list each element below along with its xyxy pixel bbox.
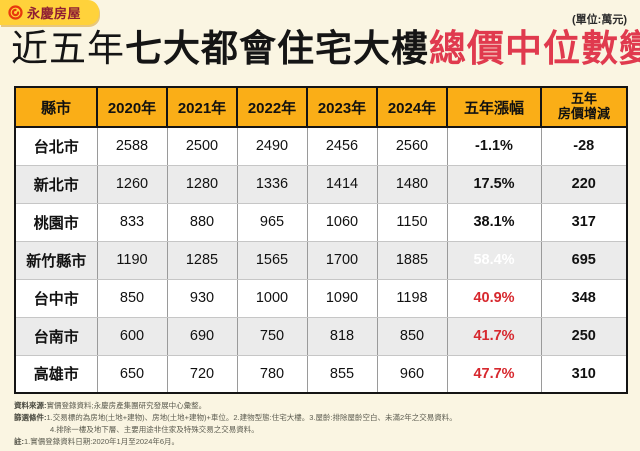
value-cell: 1000 — [236, 278, 308, 318]
change-cell: 220 — [540, 164, 628, 204]
header-2024: 2024年 — [376, 86, 448, 128]
change-cell: 348 — [540, 278, 628, 318]
pct-cell: 40.9% — [446, 278, 542, 318]
city-cell: 新竹縣市 — [14, 240, 98, 280]
table-row-tainan: 台南市 600 690 750 818 850 41.7% 250 — [14, 316, 628, 356]
value-cell: 1565 — [236, 240, 308, 280]
header-city: 縣市 — [14, 86, 98, 128]
value-cell: 600 — [96, 316, 168, 356]
value-cell: 960 — [376, 354, 448, 394]
header-2023: 2023年 — [306, 86, 378, 128]
value-cell: 855 — [306, 354, 378, 394]
city-cell: 台北市 — [14, 126, 98, 166]
pct-cell: 17.5% — [446, 164, 542, 204]
unit-label: (單位:萬元) — [572, 14, 627, 26]
city-cell: 桃園市 — [14, 202, 98, 242]
value-cell: 2500 — [166, 126, 238, 166]
footnote-note: 註:1.實價登錄資料日期:2020年1月至2024年6月。 — [14, 436, 457, 448]
city-cell: 高雄市 — [14, 354, 98, 394]
value-cell: 1090 — [306, 278, 378, 318]
value-cell: 1190 — [96, 240, 168, 280]
footnote-source-label: 資料來源: — [14, 401, 47, 410]
change-cell: -28 — [540, 126, 628, 166]
footnote-note-text: 1.實價登錄資料日期:2020年1月至2024年6月。 — [24, 437, 180, 446]
pct-cell: 41.7% — [446, 316, 542, 356]
value-cell: 850 — [376, 316, 448, 356]
header-5yr-change-pct: 五年漲幅 — [446, 86, 542, 128]
value-cell: 1060 — [306, 202, 378, 242]
header-2022: 2022年 — [236, 86, 308, 128]
value-cell: 818 — [306, 316, 378, 356]
city-cell: 台中市 — [14, 278, 98, 318]
pct-cell: -1.1% — [446, 126, 542, 166]
pct-cell-highlighted: 58.4% — [446, 240, 542, 280]
value-cell: 650 — [96, 354, 168, 394]
price-table: 縣市 2020年 2021年 2022年 2023年 2024年 五年漲幅 五年… — [14, 86, 628, 394]
value-cell: 2560 — [376, 126, 448, 166]
value-cell: 690 — [166, 316, 238, 356]
price-table-container: 縣市 2020年 2021年 2022年 2023年 2024年 五年漲幅 五年… — [14, 86, 628, 394]
change-cell: 317 — [540, 202, 628, 242]
table-row-taichung: 台中市 850 930 1000 1090 1198 40.9% 348 — [14, 278, 628, 318]
value-cell: 833 — [96, 202, 168, 242]
value-cell: 1198 — [376, 278, 448, 318]
change-cell: 250 — [540, 316, 628, 356]
pct-cell: 38.1% — [446, 202, 542, 242]
title-part-period: 近五年 — [11, 28, 125, 69]
page-title: 近五年七大都會住宅大樓總價中位數變化 — [11, 26, 640, 72]
value-cell: 930 — [166, 278, 238, 318]
value-cell: 2490 — [236, 126, 308, 166]
value-cell: 1885 — [376, 240, 448, 280]
header-2020: 2020年 — [96, 86, 168, 128]
footnote-filter-2: 4.排除一樓及地下層、主要用途非住家及特殊交易之交易資料。 — [50, 424, 457, 436]
header-5yr-change-amt: 五年 房價增減 — [540, 86, 628, 128]
footnote-source-text: 實價登錄資料;永慶房產集團研究發展中心彙整。 — [46, 401, 207, 410]
header-row: 縣市 2020年 2021年 2022年 2023年 2024年 五年漲幅 五年… — [14, 86, 628, 128]
value-cell: 850 — [96, 278, 168, 318]
footnote-filter-text: 1.交易標的為房地(土地+建物)、房地(土地+建物)+車位。2.建物型態:住宅大… — [46, 413, 457, 422]
table-row-hsinchu: 新竹縣市 1190 1285 1565 1700 1885 58.4% 695 — [14, 240, 628, 280]
value-cell: 1150 — [376, 202, 448, 242]
table-row-taoyuan: 桃園市 833 880 965 1060 1150 38.1% 317 — [14, 202, 628, 242]
title-part-subject: 七大都會住宅大樓 — [125, 28, 429, 69]
change-cell: 695 — [540, 240, 628, 280]
footnote-filter-text2: 4.排除一樓及地下層、主要用途非住家及特殊交易之交易資料。 — [50, 425, 259, 434]
value-cell: 750 — [236, 316, 308, 356]
table-row-newtaipei: 新北市 1260 1280 1336 1414 1480 17.5% 220 — [14, 164, 628, 204]
value-cell: 965 — [236, 202, 308, 242]
footnote-source: 資料來源:實價登錄資料;永慶房產集團研究發展中心彙整。 — [14, 400, 457, 412]
change-cell: 310 — [540, 354, 628, 394]
value-cell: 1285 — [166, 240, 238, 280]
brand-logo-icon — [8, 5, 23, 20]
table-row-taipei: 台北市 2588 2500 2490 2456 2560 -1.1% -28 — [14, 126, 628, 166]
footnotes: 資料來源:實價登錄資料;永慶房產集團研究發展中心彙整。 篩選條件:1.交易標的為… — [14, 400, 457, 448]
pct-cell: 47.7% — [446, 354, 542, 394]
footnote-filter-label: 篩選條件: — [14, 413, 47, 422]
title-part-metric: 總價中位數變化 — [429, 28, 640, 69]
header-2021: 2021年 — [166, 86, 238, 128]
table-row-kaohsiung: 高雄市 650 720 780 855 960 47.7% 310 — [14, 354, 628, 394]
footnote-note-label: 註: — [14, 437, 24, 446]
value-cell: 1336 — [236, 164, 308, 204]
value-cell: 1260 — [96, 164, 168, 204]
value-cell: 1480 — [376, 164, 448, 204]
value-cell: 780 — [236, 354, 308, 394]
brand-name: 永慶房屋 — [27, 6, 82, 21]
brand-badge: 永慶房屋 — [0, 0, 99, 25]
value-cell: 2456 — [306, 126, 378, 166]
city-cell: 新北市 — [14, 164, 98, 204]
value-cell: 2588 — [96, 126, 168, 166]
footnote-filter: 篩選條件:1.交易標的為房地(土地+建物)、房地(土地+建物)+車位。2.建物型… — [14, 412, 457, 424]
value-cell: 720 — [166, 354, 238, 394]
value-cell: 1280 — [166, 164, 238, 204]
value-cell: 1414 — [306, 164, 378, 204]
value-cell: 880 — [166, 202, 238, 242]
value-cell: 1700 — [306, 240, 378, 280]
city-cell: 台南市 — [14, 316, 98, 356]
